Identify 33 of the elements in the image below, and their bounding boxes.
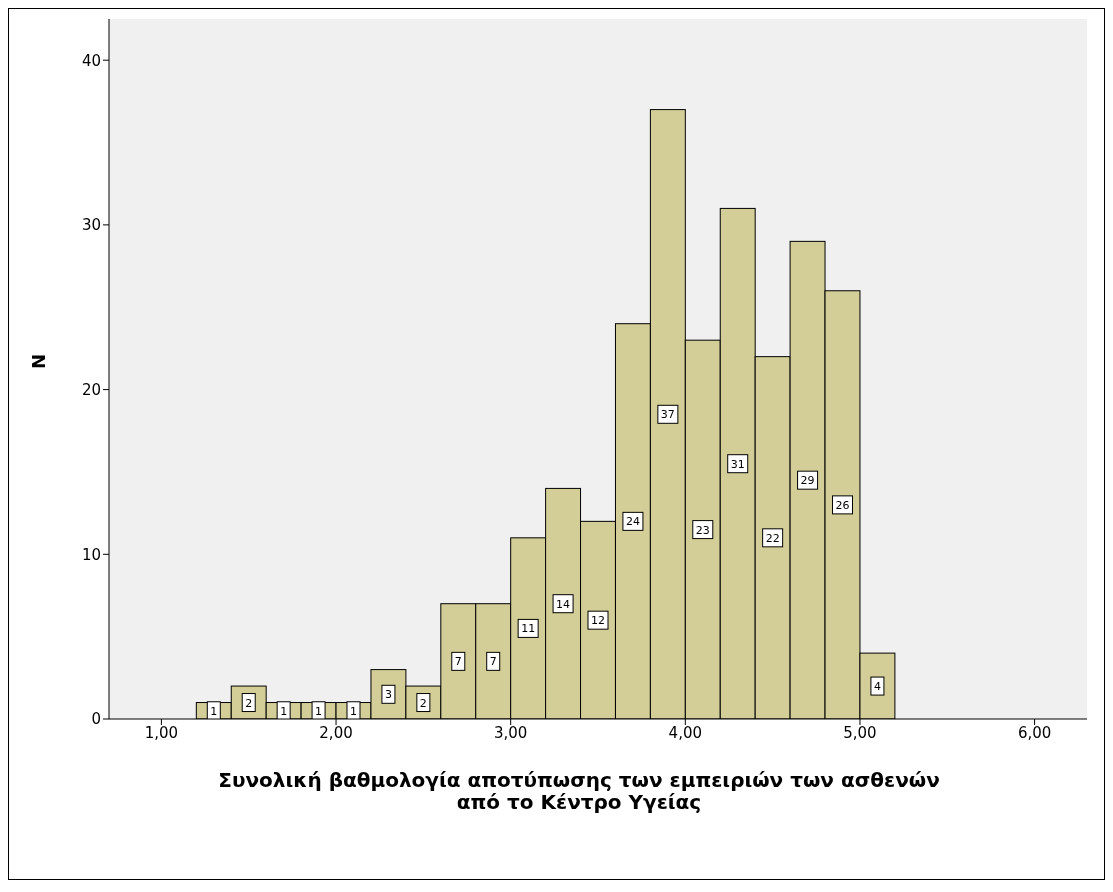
- data-label: 1: [350, 704, 357, 718]
- data-label: 11: [521, 622, 536, 636]
- x-tick-label: 6,00: [1017, 723, 1052, 742]
- data-label: 3: [384, 688, 392, 702]
- data-label: 7: [454, 655, 462, 669]
- data-label: 1: [210, 704, 218, 718]
- x-tick-label: 1,00: [144, 723, 179, 742]
- y-tick-label: 10: [81, 545, 101, 564]
- x-tick-label: 2,00: [319, 723, 353, 742]
- data-label: 1: [280, 704, 288, 718]
- data-label: 23: [695, 523, 710, 537]
- y-axis-title: N: [28, 353, 50, 369]
- data-label: 14: [556, 597, 571, 611]
- y-tick-label: 20: [81, 380, 101, 399]
- data-label: 29: [800, 474, 815, 488]
- data-label: 7: [489, 655, 497, 669]
- data-label: 37: [660, 408, 675, 422]
- y-tick-label: 30: [81, 216, 101, 235]
- x-tick-label: 3,00: [493, 723, 528, 742]
- data-label: 2: [245, 696, 253, 710]
- data-label: 2: [419, 696, 427, 710]
- data-label: 1: [315, 704, 323, 718]
- y-tick-label: 0: [91, 710, 101, 729]
- y-tick-label: 40: [81, 51, 101, 70]
- data-label: 31: [730, 457, 745, 471]
- data-label: 26: [835, 498, 850, 512]
- data-label: 4: [873, 680, 881, 694]
- x-tick-label: 5,00: [843, 723, 877, 742]
- x-tick-label: 4,00: [668, 723, 703, 742]
- data-label: 12: [591, 614, 605, 628]
- data-label: 22: [765, 531, 780, 545]
- x-axis-title: Συνολική βαθμολογία αποτύπωσης των εμπειριών των ασθενών από το Κέντρο Υγείας: [217, 768, 941, 814]
- data-label: 24: [625, 515, 640, 529]
